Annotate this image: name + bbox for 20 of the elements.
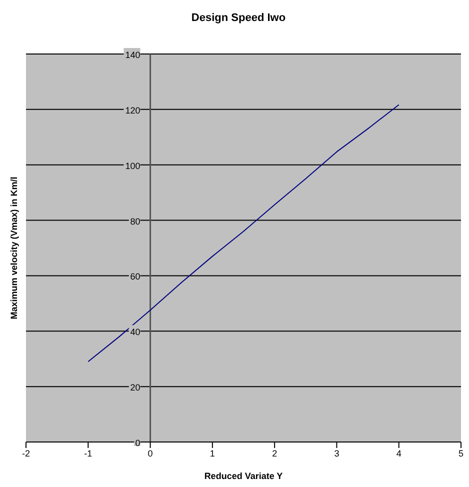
- line-series: [88, 104, 400, 362]
- y-tick-label: 60: [130, 272, 140, 282]
- y-tick-label: 140: [125, 50, 140, 60]
- x-tick-label: 2: [272, 448, 278, 458]
- y-tick-label: 80: [130, 216, 140, 226]
- y-tick-label: 0: [135, 438, 140, 448]
- x-tick-label: -1: [84, 448, 92, 458]
- chart-title: Design Speed Iwo: [190, 12, 287, 24]
- x-tick-label: 1: [210, 448, 215, 458]
- y-axis-title: Maximum velocity (Vmax) in Km/l: [9, 176, 20, 320]
- x-tick-label: -2: [22, 448, 30, 458]
- y-tick-label: 100: [125, 160, 140, 171]
- x-axis-title: Reduced Variate Y: [204, 471, 283, 481]
- x-tick-label: 5: [458, 448, 464, 458]
- y-tick-label: 20: [130, 382, 140, 393]
- x-tick-label: 4: [396, 448, 402, 458]
- x-tick-label: 0: [148, 448, 153, 458]
- y-tick-label: 120: [125, 105, 140, 116]
- y-tick-label: 40: [130, 327, 140, 338]
- x-tick-label: 3: [334, 448, 340, 458]
